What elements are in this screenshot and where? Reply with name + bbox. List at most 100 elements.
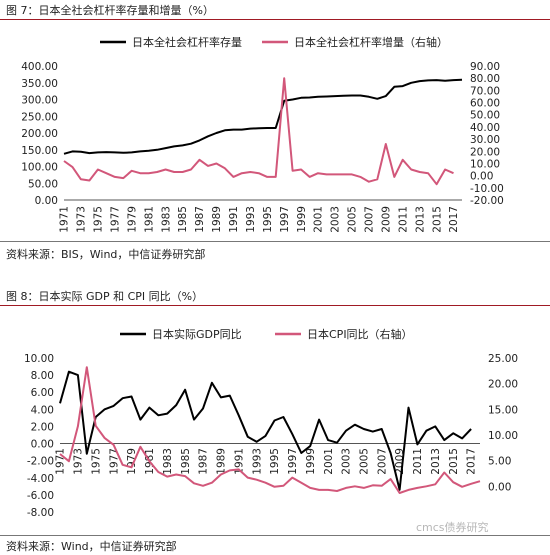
series-line-primary [59,370,472,491]
y-right-tick-label: 20.00 [488,379,518,391]
x-tick-label: 1981 [143,206,155,233]
y-right-tick-label: 0.00 [488,481,511,493]
series-line-secondary [59,366,481,494]
x-tick-label: 1985 [177,206,189,233]
x-tick-label: 1977 [109,206,121,233]
x-tick-label: 1975 [93,206,105,233]
series-line-secondary [63,77,454,186]
y-left-tick-label: 4.00 [31,404,54,416]
y-left-tick-label: 400.00 [21,61,58,73]
y-right-tick-label: 60.00 [470,98,500,110]
leverage-chart: 0.00 50.00 100.00 150.00 200.00 250.00 300.00 3… [21,35,504,233]
x-tick-label: 1991 [233,448,245,475]
legend-label-1: 日本实际GDP同比 [152,327,242,341]
y-left-tick-label: 0.00 [35,195,58,207]
y-left-tick-label: 300.00 [21,95,58,107]
x-tick-label: 1983 [162,448,174,475]
y-right-tick-label: 90.00 [470,61,500,73]
x-tick-label: 1985 [180,448,192,475]
y-left-tick-label: -8.00 [27,507,54,519]
y-left-tick-label: 250.00 [21,111,58,123]
y-left-tick-label: 100.00 [21,162,58,174]
x-tick-label: 2011 [412,448,424,475]
source-rule-2 [0,535,550,536]
y-right-tick-label: 15.00 [488,404,518,416]
source-rule-1 [0,241,550,242]
y-right-tick-label: 10.00 [488,430,518,442]
y-left-tick-label: 0.00 [31,439,54,451]
x-tick-label: 1983 [160,206,172,233]
y-left-tick-label: 2.00 [31,421,54,433]
x-tick-label: 2003 [330,206,342,233]
x-tick-label: 1987 [194,206,206,233]
x-tick-label: 2015 [448,448,460,475]
x-tick-label: 1971 [59,206,71,233]
x-tick-label: 1997 [279,206,291,233]
legend-label-2: 日本全社会杠杆率增量（右轴） [294,35,448,49]
x-tick-label: 2011 [397,206,409,233]
y-right-tick-label: 50.00 [470,110,500,122]
figure-7-source: 资料来源：BIS，Wind，中信证券研究部 [6,248,206,261]
x-tick-label: 1993 [251,448,263,475]
x-tick-label: 1973 [73,448,85,475]
y-right-tick-label: 5.00 [488,456,511,468]
y-right-tick-label: -20.00 [470,195,504,207]
y-left-tick-label: 8.00 [31,370,54,382]
x-tick-label: 2017 [448,206,460,233]
x-tick-label: 2007 [376,448,388,475]
x-tick-label: 1989 [211,206,223,233]
y-left-tick-label: 150.00 [21,145,58,157]
x-tick-label: 1995 [262,206,274,233]
y-left-tick-label: 350.00 [21,78,58,90]
x-tick-label: 1973 [76,206,88,233]
y-right-tick-label: 10.00 [470,158,500,170]
y-left-tick-label: -6.00 [27,490,54,502]
y-right-tick-label: 40.00 [470,122,500,134]
y-right-tick-label: 70.00 [470,85,500,97]
x-tick-label: 1989 [216,448,228,475]
y-right-tick-label: 25.00 [488,353,518,365]
x-tick-label: 2001 [313,206,325,233]
series-line-primary [63,78,463,155]
x-tick-label: 1979 [126,206,138,233]
x-tick-label: 1999 [296,206,308,233]
y-left-tick-label: 6.00 [31,387,54,399]
x-tick-label: 1999 [305,448,317,475]
y-left-tick-label: -4.00 [27,473,54,485]
x-tick-label: 2015 [431,206,443,233]
figure-8-source: 资料来源：Wind，中信证券研究部 [6,540,177,553]
watermark-text: cmcs债券研究 [416,521,489,534]
x-tick-label: 2013 [430,448,442,475]
y-right-tick-label: -10.00 [470,183,504,195]
legend-label-2: 日本CPI同比（右轴） [307,327,413,341]
gdp-cpi-chart: -8.00 -6.00 -4.00 -2.00 0.00 2.00 4.00 6.00 8.00… [24,327,518,519]
x-tick-label: 2003 [341,448,353,475]
y-left-tick-label: 10.00 [24,353,54,365]
x-tick-label: 2001 [323,448,335,475]
legend-label-1: 日本全社会杠杆率存量 [132,35,242,49]
y-right-tick-label: 80.00 [470,73,500,85]
x-tick-label: 1995 [269,448,281,475]
x-tick-label: 1993 [245,206,257,233]
x-tick-label: 1975 [90,448,102,475]
x-tick-label: 1997 [287,448,299,475]
x-tick-label: 2005 [347,206,359,233]
title-rule-2 [0,305,550,306]
y-left-tick-label: 50.00 [28,178,58,190]
x-tick-label: 1971 [55,448,67,475]
title-rule-1 [0,19,550,20]
x-tick-label: 2013 [414,206,426,233]
x-tick-label: 1977 [108,448,120,475]
x-tick-label: 2007 [364,206,376,233]
figure-7-title: 图 7：日本全社会杠杆率存量和增量（%） [6,4,214,17]
y-left-tick-label: 200.00 [21,128,58,140]
x-tick-label: 1987 [198,448,210,475]
y-right-tick-label: 20.00 [470,146,500,158]
y-right-tick-label: 0.00 [470,171,493,183]
x-tick-label: 2009 [380,206,392,233]
x-tick-label: 2005 [359,448,371,475]
x-tick-label: 1991 [228,206,240,233]
y-left-tick-label: -2.00 [27,456,54,468]
figure-8-title: 图 8：日本实际 GDP 和 CPI 同比（%） [6,290,204,303]
x-tick-label: 1979 [126,448,138,475]
